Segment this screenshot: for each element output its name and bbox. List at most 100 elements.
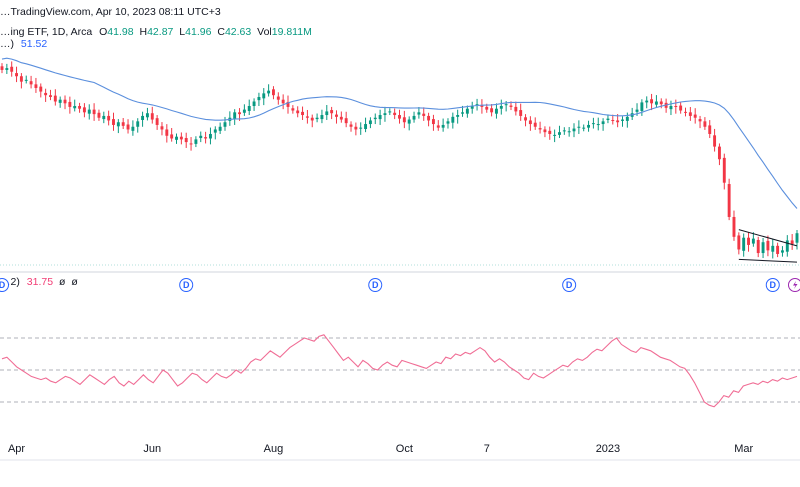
candle-body xyxy=(320,115,324,120)
volume-value: 19.811M xyxy=(271,26,312,38)
candle-body xyxy=(354,126,358,130)
candle-body xyxy=(407,119,411,124)
volume-label: Vol xyxy=(257,26,272,38)
candle-body xyxy=(116,122,120,127)
candle-body xyxy=(441,124,445,128)
close-value: 42.63 xyxy=(224,26,252,38)
candle-body xyxy=(650,99,654,104)
candle-body xyxy=(781,250,784,253)
wedge-lower-line xyxy=(738,258,798,263)
candle-body xyxy=(693,114,697,118)
candle-body xyxy=(732,216,736,237)
low-label: L xyxy=(179,26,186,38)
candle-body xyxy=(10,66,14,72)
candle-body xyxy=(39,86,43,92)
candle-body xyxy=(291,108,295,111)
dividend-marker xyxy=(562,278,577,292)
candle-body xyxy=(238,112,241,115)
moving-average-line xyxy=(1,57,798,209)
candle-body xyxy=(218,126,222,131)
time-axis-tick-label: 7 xyxy=(484,443,490,455)
open-label: O xyxy=(99,26,108,38)
candle-body xyxy=(688,112,692,116)
candle-body xyxy=(24,79,28,81)
candle-body xyxy=(514,106,518,112)
candle-body xyxy=(305,116,309,118)
candle-body xyxy=(107,115,111,121)
candle-body xyxy=(87,109,91,114)
candle-body xyxy=(475,104,479,106)
candle-body xyxy=(121,122,125,126)
candle-body xyxy=(82,107,86,113)
candle-body xyxy=(136,121,140,127)
candle-body xyxy=(330,110,334,114)
candle-body xyxy=(771,245,775,252)
candle-body xyxy=(427,115,431,121)
dividend-marker-label: D xyxy=(0,280,6,290)
candle-body xyxy=(456,115,460,117)
candle-body xyxy=(272,89,275,96)
candle-body xyxy=(747,237,750,245)
time-axis-tick-label: Mar xyxy=(734,443,753,455)
candle-body xyxy=(485,106,489,110)
candle-body xyxy=(378,115,382,120)
candle-body xyxy=(68,101,72,107)
candle-body xyxy=(242,109,246,113)
candle-body xyxy=(524,117,527,121)
candle-body xyxy=(204,137,208,139)
candle-body xyxy=(412,115,416,120)
candle-body xyxy=(189,143,193,145)
candle-body xyxy=(490,108,494,113)
candle-body xyxy=(53,95,57,102)
candle-body xyxy=(470,106,474,109)
candle-body xyxy=(34,84,38,88)
candle-body xyxy=(73,106,77,109)
time-axis-tick-label: Oct xyxy=(396,443,413,455)
candle-body xyxy=(335,114,338,117)
candle-body xyxy=(616,120,620,123)
candle-body xyxy=(611,119,615,121)
candle-body xyxy=(315,117,319,120)
dividend-marker-label: D xyxy=(566,280,573,290)
dividend-marker-label: D xyxy=(770,280,777,290)
candle-body xyxy=(567,131,571,133)
candle-body xyxy=(393,112,397,116)
candle-body xyxy=(179,136,183,140)
header-ma-line: …) 51.52 xyxy=(0,38,47,50)
candle-body xyxy=(145,113,149,118)
candle-body xyxy=(15,73,18,77)
candle-body xyxy=(722,157,726,183)
candle-body xyxy=(194,139,198,144)
candle-body xyxy=(208,133,212,139)
candle-body xyxy=(276,96,280,100)
header-source-line: …TradingView.com, Apr 10, 2023 08:11 UTC… xyxy=(0,6,221,18)
candle-body xyxy=(359,127,363,129)
candle-body xyxy=(548,130,552,134)
open-value: 41.98 xyxy=(107,26,134,38)
candle-body xyxy=(184,138,188,143)
candle-body xyxy=(223,122,227,127)
candle-body xyxy=(310,117,314,121)
time-axis-tick-label: Jun xyxy=(143,443,161,455)
candle-body xyxy=(0,66,4,70)
candle-body xyxy=(591,123,595,125)
candle-body xyxy=(684,111,687,113)
candle-body xyxy=(596,124,600,126)
candle-body xyxy=(698,119,702,122)
candle-body xyxy=(155,118,159,125)
candle-body xyxy=(587,124,591,128)
candle-body xyxy=(708,125,712,134)
candle-body xyxy=(790,240,794,245)
candle-body xyxy=(141,115,145,120)
dividend-marker xyxy=(179,278,194,292)
candle-body xyxy=(679,105,683,111)
candle-body xyxy=(170,134,174,139)
candle-body xyxy=(785,240,789,252)
candle-body xyxy=(572,128,576,132)
candle-body xyxy=(213,129,217,133)
dividend-marker xyxy=(368,278,383,292)
candle-body xyxy=(373,117,377,120)
candle-body xyxy=(267,90,271,94)
